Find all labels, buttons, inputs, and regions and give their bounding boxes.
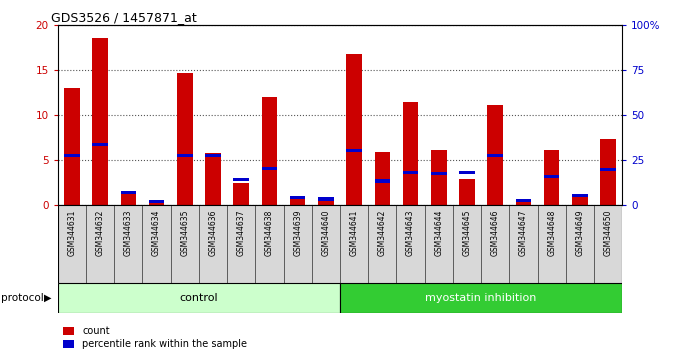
Bar: [233, 183, 249, 205]
Text: GSM344639: GSM344639: [293, 209, 302, 256]
Text: GDS3526 / 1457871_at: GDS3526 / 1457871_at: [51, 11, 197, 24]
Bar: [515, 201, 531, 205]
Text: GSM344650: GSM344650: [604, 209, 613, 256]
Bar: [346, 54, 362, 205]
Bar: [431, 172, 447, 175]
Bar: [64, 88, 80, 205]
Text: control: control: [180, 293, 218, 303]
Text: GSM344646: GSM344646: [491, 209, 500, 256]
Text: GSM344641: GSM344641: [350, 209, 358, 256]
Text: GSM344632: GSM344632: [96, 209, 105, 256]
Bar: [318, 199, 334, 205]
Bar: [572, 195, 588, 205]
Legend: count, percentile rank within the sample: count, percentile rank within the sample: [63, 326, 247, 349]
Bar: [58, 283, 340, 313]
Bar: [600, 138, 616, 205]
Bar: [488, 105, 503, 205]
Bar: [290, 196, 305, 199]
Bar: [346, 149, 362, 152]
Text: GSM344634: GSM344634: [152, 209, 161, 256]
Text: GSM344638: GSM344638: [265, 209, 274, 256]
Text: GSM344633: GSM344633: [124, 209, 133, 256]
Text: GSM344642: GSM344642: [378, 209, 387, 256]
Bar: [572, 194, 588, 197]
Text: GSM344636: GSM344636: [209, 209, 218, 256]
Bar: [600, 168, 616, 171]
Bar: [120, 193, 136, 205]
Text: GSM344647: GSM344647: [519, 209, 528, 256]
Bar: [149, 200, 165, 203]
Bar: [515, 199, 531, 202]
Text: GSM344648: GSM344648: [547, 209, 556, 256]
Bar: [262, 167, 277, 170]
Text: GSM344649: GSM344649: [575, 209, 584, 256]
Text: myostatin inhibition: myostatin inhibition: [426, 293, 537, 303]
Bar: [92, 38, 108, 205]
Bar: [375, 179, 390, 183]
Bar: [544, 175, 560, 178]
Text: GSM344640: GSM344640: [322, 209, 330, 256]
Bar: [120, 191, 136, 194]
Text: GSM344631: GSM344631: [67, 209, 76, 256]
Bar: [318, 198, 334, 201]
Bar: [64, 154, 80, 157]
Text: GSM344637: GSM344637: [237, 209, 245, 256]
Bar: [205, 153, 221, 205]
Bar: [340, 283, 622, 313]
Bar: [205, 154, 221, 157]
Text: GSM344635: GSM344635: [180, 209, 189, 256]
Bar: [177, 73, 192, 205]
Bar: [233, 178, 249, 181]
Text: GSM344643: GSM344643: [406, 209, 415, 256]
Text: GSM344644: GSM344644: [435, 209, 443, 256]
Bar: [459, 179, 475, 205]
Bar: [544, 150, 560, 205]
Text: ▶: ▶: [44, 293, 52, 303]
Bar: [290, 197, 305, 205]
Text: protocol: protocol: [1, 293, 44, 303]
Bar: [92, 143, 108, 147]
Bar: [149, 202, 165, 205]
Bar: [403, 102, 418, 205]
Bar: [262, 97, 277, 205]
Bar: [488, 154, 503, 157]
Bar: [403, 171, 418, 175]
Bar: [431, 150, 447, 205]
Bar: [177, 154, 192, 157]
Bar: [459, 171, 475, 175]
Text: GSM344645: GSM344645: [462, 209, 471, 256]
Bar: [375, 152, 390, 205]
